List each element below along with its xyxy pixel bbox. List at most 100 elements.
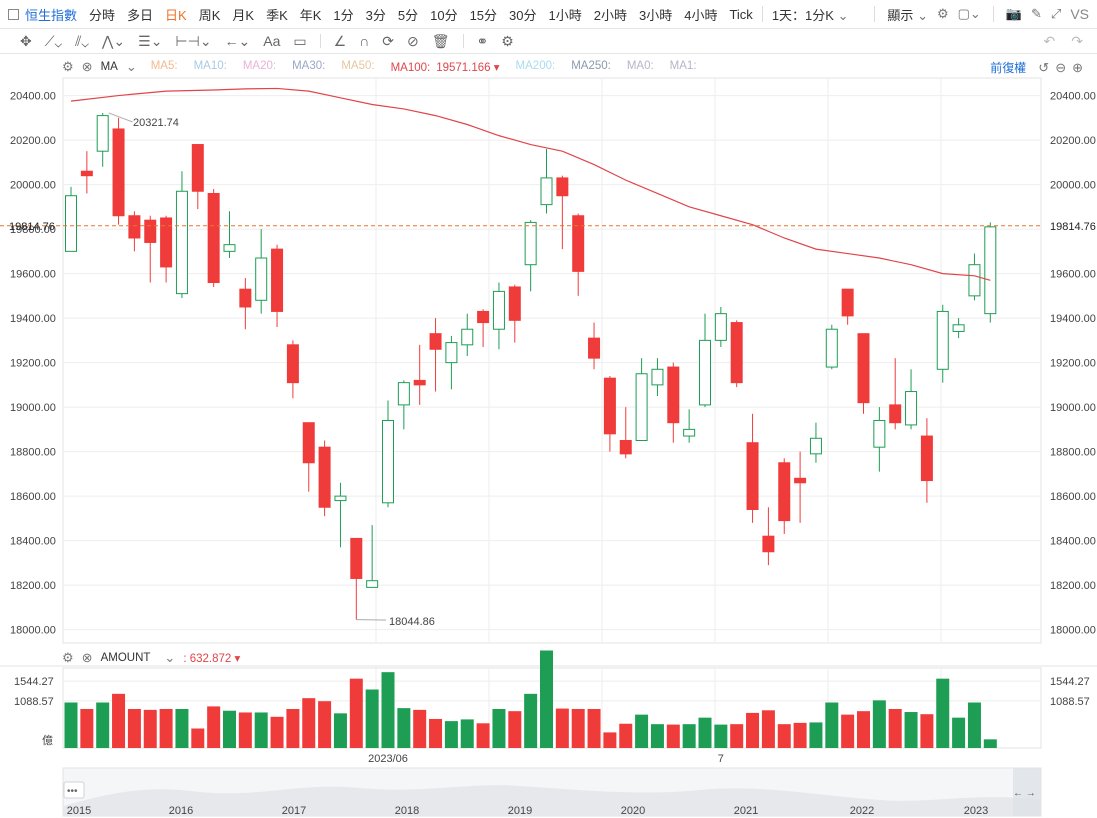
fib-tool-icon[interactable]: ☰⌄ <box>138 32 163 49</box>
candle-body <box>271 248 284 312</box>
candle-body <box>572 215 585 272</box>
crosshair-move-icon[interactable]: ✥ <box>20 32 32 49</box>
candle-body <box>366 580 379 588</box>
price-tick-left: 20200.00 <box>10 135 56 147</box>
volume-bar <box>508 711 522 748</box>
candle-body <box>413 379 426 386</box>
volume-bar <box>920 714 934 748</box>
ma-legend-item[interactable]: MA0: <box>626 60 654 72</box>
interval-13[interactable]: 1小時 <box>548 7 582 23</box>
maximize-icon[interactable]: ⊕ <box>1072 59 1083 75</box>
redo-icon[interactable]: ↷ <box>1071 32 1083 49</box>
ma-legend-item[interactable]: MA10: <box>193 60 227 72</box>
volume-settings-icon[interactable]: ⚙ <box>62 650 74 665</box>
pencil-icon[interactable]: ✎ <box>1031 6 1042 21</box>
candle-body <box>128 215 141 239</box>
ma-legend-item[interactable]: MA30: <box>292 60 326 72</box>
sync-icon[interactable]: ⟳ <box>382 32 394 49</box>
trash-icon[interactable]: 🗑 <box>431 32 450 49</box>
magnet-icon[interactable]: ∩ <box>359 33 370 49</box>
chart-style-icon[interactable]: ▢⌄ <box>957 6 981 21</box>
interval-6[interactable]: 年K <box>299 7 322 23</box>
volume-bar <box>80 709 94 748</box>
volume-bar <box>650 724 664 748</box>
measure-tool-icon[interactable]: ⊢⊣⌄ <box>175 32 212 49</box>
reset-icon[interactable]: ↺ <box>1038 59 1050 75</box>
indicator-close-icon[interactable]: ⊗ <box>81 59 93 74</box>
volume-close-icon[interactable]: ⊗ <box>81 650 93 665</box>
interval-8[interactable]: 3分 <box>365 7 386 23</box>
minimize-icon[interactable]: ⊖ <box>1055 59 1067 75</box>
ruler-tool-icon[interactable]: ∠ <box>333 32 347 49</box>
display-label: 顯示 <box>887 7 914 23</box>
price-tick-left: 19400.00 <box>10 313 56 325</box>
text-tool-icon[interactable]: Aa <box>263 33 281 49</box>
interval-9[interactable]: 5分 <box>397 7 419 23</box>
undo-icon[interactable]: ↶ <box>1043 32 1056 49</box>
interval-1[interactable]: 多日 <box>127 7 154 23</box>
candle-body <box>857 333 870 404</box>
volume-bar <box>555 708 569 748</box>
chevron-down-icon: ⌄ <box>837 7 849 23</box>
interval-12[interactable]: 30分 <box>509 7 537 23</box>
interval-3[interactable]: 周K <box>198 7 221 23</box>
interval-15[interactable]: 3小時 <box>638 7 673 23</box>
volume-bar <box>761 710 775 748</box>
interval-0[interactable]: 分時 <box>89 7 116 23</box>
interval-2[interactable]: 日K <box>165 7 187 23</box>
ma-legend-item[interactable]: MA1: <box>669 60 697 72</box>
channel-tool-icon[interactable]: ⫽⌄ <box>75 32 89 49</box>
volume-bar <box>397 708 411 748</box>
interval-4[interactable]: 月K <box>232 7 255 23</box>
drawing-settings-icon[interactable]: ⚙ <box>501 32 514 49</box>
price-tick-right: 20200.00 <box>1050 135 1096 147</box>
last-price-label-bg <box>1043 216 1097 235</box>
volume-bar <box>286 709 300 748</box>
price-tick-left: 20000.00 <box>10 180 56 192</box>
interval-10[interactable]: 10分 <box>430 7 458 23</box>
volume-bar <box>254 712 268 748</box>
price-tick-left: 20400.00 <box>10 91 56 103</box>
navigator-arrows-icon: ← → <box>1013 788 1036 799</box>
ma-legend-item[interactable]: MA5: <box>150 60 178 72</box>
pattern-tool-icon[interactable]: ⋀⌄ <box>101 32 126 49</box>
chevron-down-icon[interactable]: ⌄ <box>164 650 176 665</box>
settings-gear-icon[interactable]: ⚙ <box>936 6 949 21</box>
symbol-selector[interactable]: 恒生指數 <box>0 5 77 24</box>
ma-legend-item[interactable]: MA250: <box>571 60 611 72</box>
interval-11[interactable]: 15分 <box>469 7 498 23</box>
ma-legend-item[interactable]: MA200: <box>515 60 556 72</box>
ma-legend-item[interactable]: MA50: <box>341 60 375 72</box>
drawing-toolbar: ✥ ⟋⌄ ⫽⌄ ⋀⌄ ☰⌄ ⊢⊣⌄ ←⌄ Aa ▭ ∠ ∩ ⟳ ⊘ 🗑 ⚭ ⚙ … <box>0 29 1097 54</box>
interval-16[interactable]: 4小時 <box>684 7 718 23</box>
candle-body <box>112 128 125 217</box>
volume-bar <box>191 728 205 748</box>
comment-tool-icon[interactable]: ▭ <box>293 32 307 49</box>
adjust-button[interactable]: 前復權 <box>990 61 1027 75</box>
hide-drawings-icon[interactable]: ⊘ <box>407 32 419 49</box>
chevron-down-icon[interactable]: ⌄ <box>125 59 137 74</box>
link-icon[interactable]: ⚭ <box>476 32 489 49</box>
display-menu[interactable]: 顯示 ⌄ <box>887 5 928 24</box>
arrow-tool-icon[interactable]: ←⌄ <box>224 32 251 49</box>
compare-button[interactable]: VS <box>1070 6 1089 22</box>
navigator-year-label: 2022 <box>850 805 874 817</box>
ma-legend-item[interactable]: MA100: 19571.166 ▾ <box>390 62 500 74</box>
volume-bar <box>967 702 981 748</box>
interval-17[interactable]: Tick <box>729 6 753 22</box>
candle-body <box>302 422 315 464</box>
interval-14[interactable]: 2小時 <box>593 7 627 23</box>
ma-legend-item[interactable]: MA20: <box>242 60 277 72</box>
candle-body <box>429 333 442 350</box>
camera-icon[interactable]: 📷 <box>1005 6 1022 21</box>
candle-body <box>809 437 822 455</box>
trend-line-icon[interactable]: ⟋⌄ <box>44 32 63 49</box>
interval-7[interactable]: 1分 <box>333 7 354 23</box>
fullscreen-icon[interactable]: ⤢ <box>1050 6 1062 21</box>
indicator-name: MA <box>100 61 118 73</box>
candle-body <box>825 328 838 368</box>
range-selector[interactable]: 1天：1分K ⌄ <box>766 5 855 24</box>
indicator-settings-icon[interactable]: ⚙ <box>62 59 74 74</box>
interval-5[interactable]: 季K <box>266 7 288 23</box>
